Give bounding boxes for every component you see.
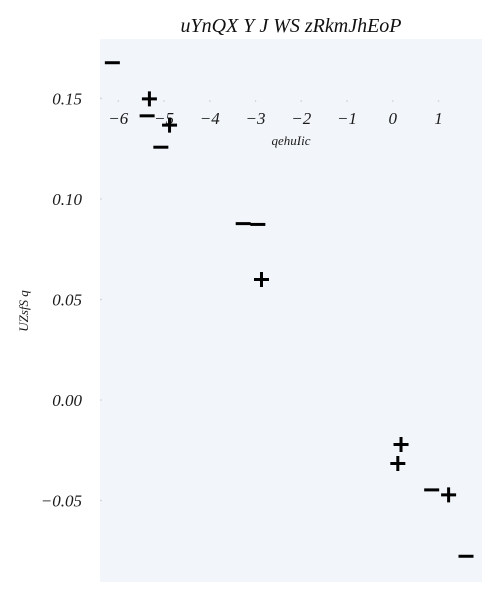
- x-tick-label: −3: [246, 109, 266, 128]
- x-tick-mark: [163, 100, 165, 102]
- y-tick-mark: [100, 198, 102, 200]
- y-tick-label: 0.05: [52, 290, 82, 309]
- x-tick-label: −4: [200, 109, 220, 128]
- y-axis-label: UZsfS q: [16, 290, 31, 332]
- x-tick-mark: [254, 100, 257, 102]
- y-tick-mark: [100, 499, 102, 502]
- data-points: [104, 61, 474, 558]
- x-tick-label: −6: [108, 109, 128, 128]
- y-tick-mark: [100, 298, 102, 301]
- plus-marker: [390, 456, 406, 472]
- plot-background: [100, 39, 482, 582]
- x-tick-mark: [117, 100, 120, 102]
- y-tick-label: 0.00: [52, 391, 82, 410]
- x-tick-mark: [208, 100, 211, 102]
- x-tick-label: 0: [389, 109, 398, 128]
- y-axis-ticks: 0.15 0.10 0.05 0.00 −0.05: [41, 89, 102, 511]
- x-axis-ticks: −6 −5 −4 −3 −2 −1 0 1: [108, 100, 443, 128]
- plus-marker: [253, 272, 269, 288]
- x-tick-mark: [437, 100, 440, 102]
- plus-marker: [393, 436, 409, 452]
- y-tick-mark: [100, 399, 102, 401]
- x-tick-label: 1: [434, 109, 443, 128]
- plus-marker: [162, 117, 178, 133]
- y-tick-label: 0.15: [52, 89, 82, 108]
- chart-title: uYnQX Y J WS zRkmJhEoP: [180, 15, 401, 37]
- x-axis-label: qehuIic: [272, 133, 311, 148]
- x-tick-mark: [391, 100, 394, 102]
- y-tick-label: −0.05: [41, 492, 82, 511]
- plus-marker: [141, 91, 157, 107]
- x-tick-label: −1: [337, 109, 357, 128]
- x-tick-mark: [346, 100, 348, 102]
- y-tick-label: 0.10: [52, 190, 82, 209]
- plus-marker: [441, 487, 457, 503]
- x-tick-mark: [300, 100, 303, 102]
- x-tick-label: −2: [291, 109, 311, 128]
- y-tick-mark: [100, 97, 102, 100]
